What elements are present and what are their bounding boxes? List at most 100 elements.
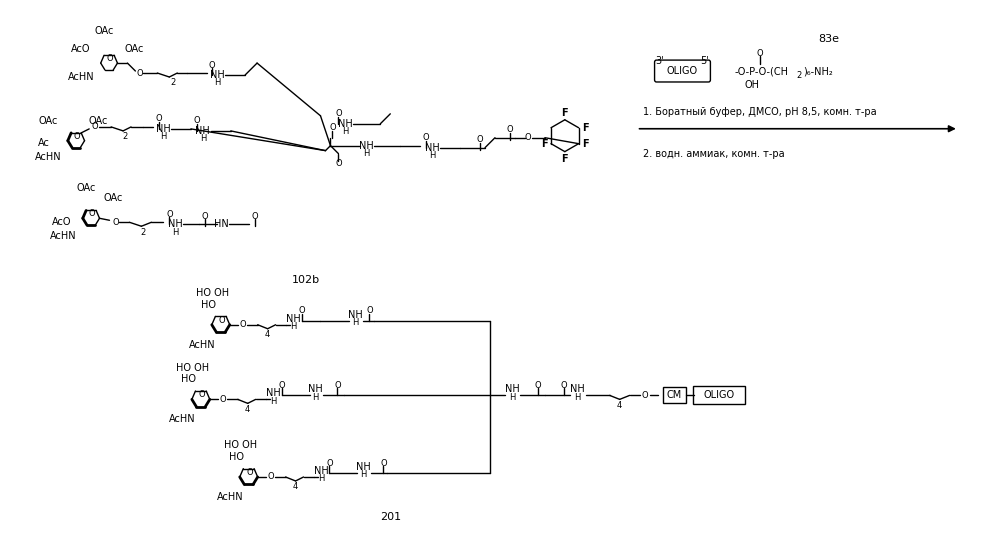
Text: O: O [329, 123, 336, 132]
Text: OAc: OAc [94, 26, 114, 36]
Text: OAc: OAc [76, 183, 96, 193]
Text: HO: HO [181, 374, 196, 385]
Text: NH: NH [286, 314, 301, 324]
Text: AcO: AcO [51, 217, 71, 227]
Text: O: O [561, 381, 567, 390]
Text: CM: CM [667, 390, 682, 400]
Text: O: O [334, 381, 341, 390]
Text: NH: NH [356, 462, 371, 472]
Text: OAc: OAc [88, 116, 108, 126]
Text: H: H [509, 393, 515, 402]
Text: 4: 4 [265, 330, 270, 339]
Text: NH: NH [308, 384, 323, 395]
Text: F: F [562, 108, 568, 118]
Text: 1. Боратный буфер, ДМСО, pH 8,5, комн. т-ра: 1. Боратный буфер, ДМСО, pH 8,5, комн. т… [643, 107, 876, 117]
Text: H: H [318, 475, 325, 484]
Text: 2: 2 [171, 78, 176, 87]
Text: O: O [525, 133, 531, 142]
Text: HO: HO [201, 300, 216, 310]
Text: O: O [757, 49, 764, 57]
Text: O: O [366, 306, 373, 315]
Text: AcHN: AcHN [50, 231, 77, 241]
Text: AcHN: AcHN [189, 339, 216, 349]
Text: HN: HN [214, 219, 229, 229]
Text: O: O [202, 212, 209, 221]
Text: H: H [270, 397, 277, 406]
Text: O: O [278, 381, 285, 390]
Text: AcO: AcO [71, 44, 91, 54]
Text: O: O [535, 381, 541, 390]
Text: H: H [172, 228, 178, 237]
Text: 83е: 83е [819, 34, 840, 44]
Text: O: O [74, 132, 80, 141]
Text: F: F [582, 123, 589, 132]
Text: F: F [541, 139, 547, 148]
Text: F: F [582, 139, 589, 148]
Text: H: H [360, 470, 367, 480]
Text: 201: 201 [380, 512, 401, 522]
Text: NH: NH [195, 126, 210, 136]
Text: O: O [194, 116, 200, 125]
Text: 2: 2 [141, 228, 146, 237]
Text: O: O [335, 159, 342, 168]
Text: H: H [290, 322, 297, 331]
Text: NH: NH [505, 384, 519, 395]
Text: O: O [209, 61, 216, 70]
Text: O: O [156, 114, 162, 124]
Text: O: O [335, 109, 342, 118]
Text: 4: 4 [293, 482, 298, 491]
Text: OH: OH [745, 80, 760, 90]
Text: F: F [562, 153, 568, 163]
Text: 102b: 102b [291, 275, 320, 285]
Text: OLIGO: OLIGO [704, 390, 735, 400]
Text: O: O [267, 473, 274, 481]
Text: O: O [252, 212, 258, 221]
Text: )₆-NH₂: )₆-NH₂ [803, 66, 833, 76]
Text: 3': 3' [655, 56, 664, 66]
Text: OAc: OAc [39, 116, 58, 126]
Text: NH: NH [359, 141, 374, 151]
Text: H: H [342, 127, 349, 136]
Text: NH: NH [168, 219, 183, 229]
Text: H: H [429, 151, 435, 160]
Text: O: O [198, 390, 205, 399]
Text: NH: NH [314, 466, 329, 476]
Text: H: H [160, 132, 166, 141]
Text: O: O [641, 391, 648, 400]
Text: 2. водн. аммиак, комн. т-ра: 2. водн. аммиак, комн. т-ра [643, 148, 784, 158]
Text: HO OH: HO OH [176, 363, 209, 373]
Text: 2: 2 [122, 132, 128, 141]
Text: AcHN: AcHN [217, 492, 244, 502]
Text: H: H [363, 149, 370, 158]
Text: -O-P-O-(CH: -O-P-O-(CH [734, 66, 788, 76]
Text: H: H [575, 393, 581, 402]
Text: O: O [112, 218, 119, 227]
Text: OLIGO: OLIGO [667, 66, 698, 76]
Text: O: O [106, 54, 113, 63]
Text: O: O [89, 209, 95, 219]
Text: NH: NH [266, 389, 281, 399]
Text: O: O [380, 459, 387, 468]
Text: NH: NH [425, 142, 440, 153]
Text: O: O [92, 123, 98, 131]
Text: HO OH: HO OH [224, 440, 257, 450]
Text: O: O [239, 320, 246, 329]
Text: H: H [214, 78, 220, 87]
Text: HO: HO [229, 452, 244, 462]
Text: NH: NH [348, 310, 363, 320]
Text: NH: NH [570, 384, 585, 395]
Text: Ac: Ac [38, 137, 50, 148]
Text: O: O [219, 395, 226, 404]
Text: O: O [326, 459, 333, 468]
Text: O: O [166, 210, 173, 219]
Text: NH: NH [338, 119, 353, 129]
Text: H: H [352, 319, 359, 327]
Text: NH: NH [210, 70, 225, 80]
Text: HO OH: HO OH [196, 288, 229, 298]
Text: AcHN: AcHN [35, 152, 62, 162]
Text: H: H [200, 134, 206, 144]
Text: OAc: OAc [124, 44, 144, 54]
Text: 2: 2 [797, 71, 802, 79]
Text: O: O [218, 316, 225, 325]
Text: 5': 5' [700, 56, 709, 66]
